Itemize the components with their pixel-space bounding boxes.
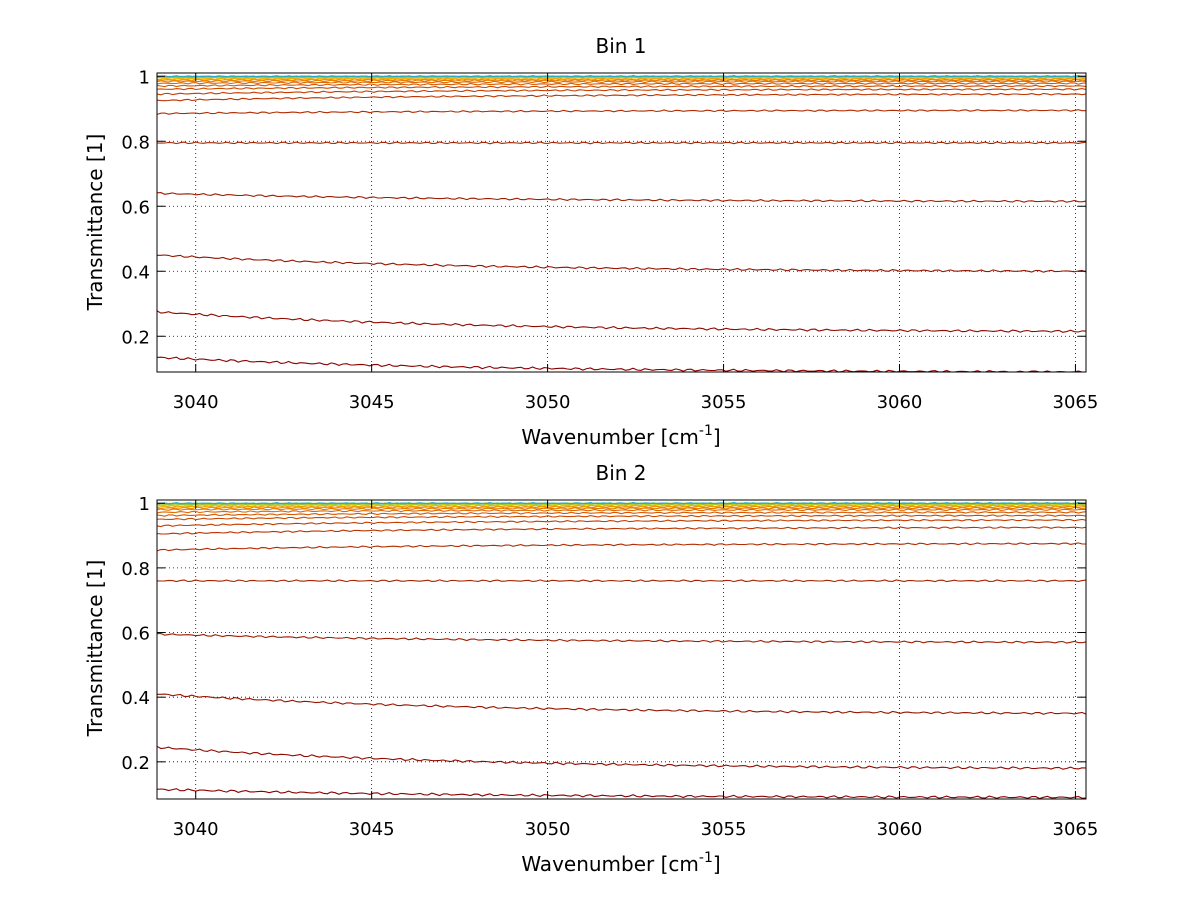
x-tick-label: 3065 <box>1053 819 1099 840</box>
series-line-curve-1 <box>156 788 1087 800</box>
series-line-curve-7 <box>156 526 1087 535</box>
series-line-curve-2 <box>156 310 1087 333</box>
axes-box <box>156 72 1087 373</box>
series-line-curve-8 <box>156 518 1087 528</box>
x-tick-label: 3050 <box>525 392 571 413</box>
series-line-curve-1 <box>156 356 1086 373</box>
series-line-curve-11 <box>156 508 1087 514</box>
x-tick-label: 3060 <box>877 819 923 840</box>
y-tick-label: 1 <box>139 494 150 515</box>
series-line-curve-2 <box>156 745 1087 770</box>
plot-title: Bin 1 <box>595 34 646 58</box>
series-line-curve-11 <box>156 80 1087 85</box>
x-axis-label: Wavenumber [cm-1] <box>521 423 720 449</box>
x-tick-labels: 3040 3045 3050 3055 3060 3065 <box>173 819 1099 840</box>
y-tick-label: 1 <box>139 67 150 88</box>
series-lines <box>156 501 1087 800</box>
series-line-curve-5 <box>156 141 1087 145</box>
x-axis-label-close: ] <box>713 425 721 449</box>
y-tick-label: 0.4 <box>121 688 150 709</box>
y-tick-label: 0.6 <box>121 624 150 645</box>
x-tick-label: 3060 <box>877 392 923 413</box>
x-axis-label-text: Wavenumber [cm <box>521 425 699 449</box>
tick-marks <box>157 500 1086 799</box>
x-tick-label: 3040 <box>173 819 219 840</box>
y-tick-label: 0.6 <box>121 197 150 218</box>
x-tick-label: 3045 <box>349 819 395 840</box>
series-line-curve-10 <box>156 511 1087 517</box>
y-tick-labels: 0.2 0.4 0.6 0.8 1 <box>121 494 150 774</box>
series-line-curve-8 <box>156 88 1087 96</box>
subplot-bin-2: Bin 2 3040 3045 3050 3055 3060 3065 0.2 0.4 0.6… <box>83 461 1098 876</box>
y-tick-label: 0.2 <box>121 327 150 348</box>
y-tick-label: 0.8 <box>121 559 150 580</box>
series-line-curve-4 <box>156 632 1087 644</box>
series-line-curve-5 <box>156 579 1087 583</box>
x-tick-label: 3055 <box>701 819 747 840</box>
axes-box <box>156 499 1087 800</box>
x-tick-label: 3040 <box>173 392 219 413</box>
series-line-curve-7 <box>156 92 1087 102</box>
x-tick-label: 3050 <box>525 819 571 840</box>
series-line-curve-20 <box>156 501 1087 505</box>
x-axis-label-superscript: -1 <box>699 850 713 866</box>
x-axis-label-close: ] <box>713 852 721 876</box>
series-line-curve-6 <box>156 542 1087 552</box>
grid-lines <box>157 73 1086 372</box>
tick-marks <box>157 73 1086 372</box>
x-axis-label-superscript: -1 <box>699 423 713 439</box>
series-line-curve-20 <box>156 74 1087 78</box>
subplot-bin-1: Bin 1 3040 3045 3050 3055 3060 3065 0.2 0.4 0.6… <box>83 34 1098 449</box>
x-axis-label-text: Wavenumber [cm <box>521 852 699 876</box>
grid-lines <box>157 500 1086 799</box>
x-tick-label: 3065 <box>1053 392 1099 413</box>
plot-title: Bin 2 <box>595 461 646 485</box>
series-line-curve-9 <box>156 514 1087 521</box>
y-tick-label: 0.8 <box>121 132 150 153</box>
y-tick-label: 0.4 <box>121 262 150 283</box>
series-line-curve-6 <box>156 109 1086 115</box>
series-line-curve-3 <box>157 254 1087 273</box>
y-axis-label: Transmittance [1] <box>83 134 107 312</box>
x-axis-label: Wavenumber [cm-1] <box>521 850 720 876</box>
x-tick-label: 3045 <box>349 392 395 413</box>
y-tick-label: 0.2 <box>121 753 150 774</box>
series-lines <box>156 74 1087 373</box>
x-tick-label: 3055 <box>701 392 747 413</box>
series-line-curve-9 <box>156 84 1087 91</box>
y-tick-labels: 0.2 0.4 0.6 0.8 1 <box>121 67 150 348</box>
series-line-curve-12 <box>156 506 1087 511</box>
series-line-curve-3 <box>157 693 1087 715</box>
series-line-curve-4 <box>156 192 1087 203</box>
x-tick-labels: 3040 3045 3050 3055 3060 3065 <box>173 392 1099 413</box>
series-line-curve-10 <box>156 82 1087 88</box>
y-axis-label: Transmittance [1] <box>83 560 107 738</box>
